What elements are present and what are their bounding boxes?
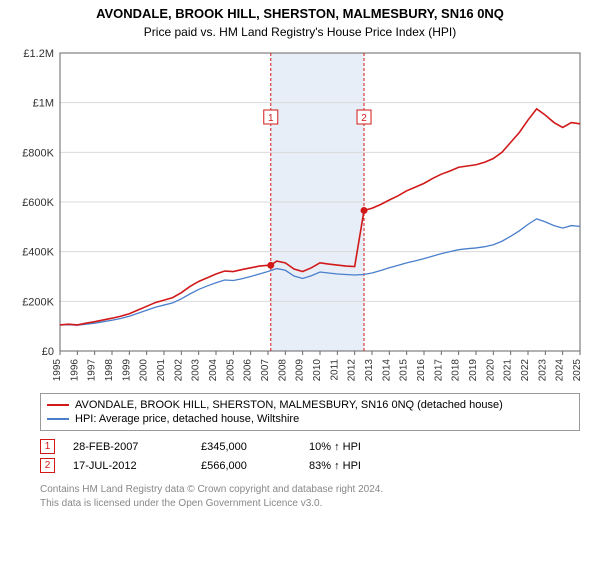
svg-text:£800K: £800K bbox=[22, 147, 54, 159]
legend-label-hpi: HPI: Average price, detached house, Wilt… bbox=[75, 413, 299, 425]
legend-swatch-hpi bbox=[47, 418, 69, 420]
svg-text:2017: 2017 bbox=[433, 359, 444, 382]
page-title: AVONDALE, BROOK HILL, SHERSTON, MALMESBU… bbox=[0, 6, 600, 21]
page-subtitle: Price paid vs. HM Land Registry's House … bbox=[0, 25, 600, 39]
sale-row: 2 17-JUL-2012 £566,000 83% ↑ HPI bbox=[40, 458, 580, 473]
svg-text:2003: 2003 bbox=[191, 359, 202, 382]
svg-text:2023: 2023 bbox=[537, 359, 548, 382]
sale-pct: 83% ↑ HPI bbox=[309, 460, 409, 472]
svg-text:2019: 2019 bbox=[468, 359, 479, 382]
svg-text:1995: 1995 bbox=[52, 359, 63, 382]
svg-text:£0: £0 bbox=[42, 346, 54, 358]
svg-text:2006: 2006 bbox=[243, 359, 254, 382]
svg-text:£1.2M: £1.2M bbox=[23, 48, 54, 60]
svg-text:2015: 2015 bbox=[399, 359, 410, 382]
footer-attribution: Contains HM Land Registry data © Crown c… bbox=[40, 483, 580, 510]
svg-text:£200K: £200K bbox=[22, 296, 54, 308]
svg-text:2007: 2007 bbox=[260, 359, 271, 382]
svg-text:2022: 2022 bbox=[520, 359, 531, 382]
svg-text:2020: 2020 bbox=[485, 359, 496, 382]
svg-text:2013: 2013 bbox=[364, 359, 375, 382]
svg-text:2025: 2025 bbox=[572, 359, 583, 382]
svg-text:2008: 2008 bbox=[277, 359, 288, 382]
sale-marker-1: 1 bbox=[40, 439, 55, 454]
price-chart: £0 £200K £400K £600K £800K £1M £1.2M 1995 1996 19… bbox=[10, 47, 590, 387]
svg-text:2002: 2002 bbox=[173, 359, 184, 382]
svg-text:2004: 2004 bbox=[208, 359, 219, 382]
legend-row-property: AVONDALE, BROOK HILL, SHERSTON, MALMESBU… bbox=[47, 398, 573, 412]
svg-text:2: 2 bbox=[361, 113, 367, 124]
chart-legend: AVONDALE, BROOK HILL, SHERSTON, MALMESBU… bbox=[40, 393, 580, 431]
svg-text:1998: 1998 bbox=[104, 359, 115, 382]
svg-text:£400K: £400K bbox=[22, 247, 54, 259]
sale-row: 1 28-FEB-2007 £345,000 10% ↑ HPI bbox=[40, 439, 580, 454]
svg-text:2021: 2021 bbox=[503, 359, 514, 382]
svg-text:2018: 2018 bbox=[451, 359, 462, 382]
svg-text:1: 1 bbox=[268, 113, 274, 124]
legend-label-property: AVONDALE, BROOK HILL, SHERSTON, MALMESBU… bbox=[75, 399, 503, 411]
svg-text:£1M: £1M bbox=[33, 98, 54, 110]
svg-text:2014: 2014 bbox=[381, 359, 392, 382]
sale-marker-2: 2 bbox=[40, 458, 55, 473]
footer-line-1: Contains HM Land Registry data © Crown c… bbox=[40, 483, 580, 497]
svg-text:2012: 2012 bbox=[347, 359, 358, 382]
sale-date: 28-FEB-2007 bbox=[73, 441, 183, 453]
svg-text:2010: 2010 bbox=[312, 359, 323, 382]
svg-text:1996: 1996 bbox=[69, 359, 80, 382]
legend-swatch-property bbox=[47, 404, 69, 406]
svg-text:1997: 1997 bbox=[87, 359, 98, 382]
svg-text:1999: 1999 bbox=[121, 359, 132, 382]
svg-text:£600K: £600K bbox=[22, 197, 54, 209]
svg-text:2001: 2001 bbox=[156, 359, 167, 382]
sale-price: £566,000 bbox=[201, 460, 291, 472]
legend-row-hpi: HPI: Average price, detached house, Wilt… bbox=[47, 412, 573, 426]
sale-date: 17-JUL-2012 bbox=[73, 460, 183, 472]
sale-pct: 10% ↑ HPI bbox=[309, 441, 409, 453]
svg-text:2024: 2024 bbox=[555, 359, 566, 382]
svg-text:2009: 2009 bbox=[295, 359, 306, 382]
svg-text:2005: 2005 bbox=[225, 359, 236, 382]
svg-text:2011: 2011 bbox=[329, 359, 340, 381]
footer-line-2: This data is licensed under the Open Gov… bbox=[40, 497, 580, 511]
svg-text:2000: 2000 bbox=[139, 359, 150, 382]
sale-price: £345,000 bbox=[201, 441, 291, 453]
svg-text:2016: 2016 bbox=[416, 359, 427, 382]
sales-list: 1 28-FEB-2007 £345,000 10% ↑ HPI 2 17-JU… bbox=[40, 439, 580, 473]
